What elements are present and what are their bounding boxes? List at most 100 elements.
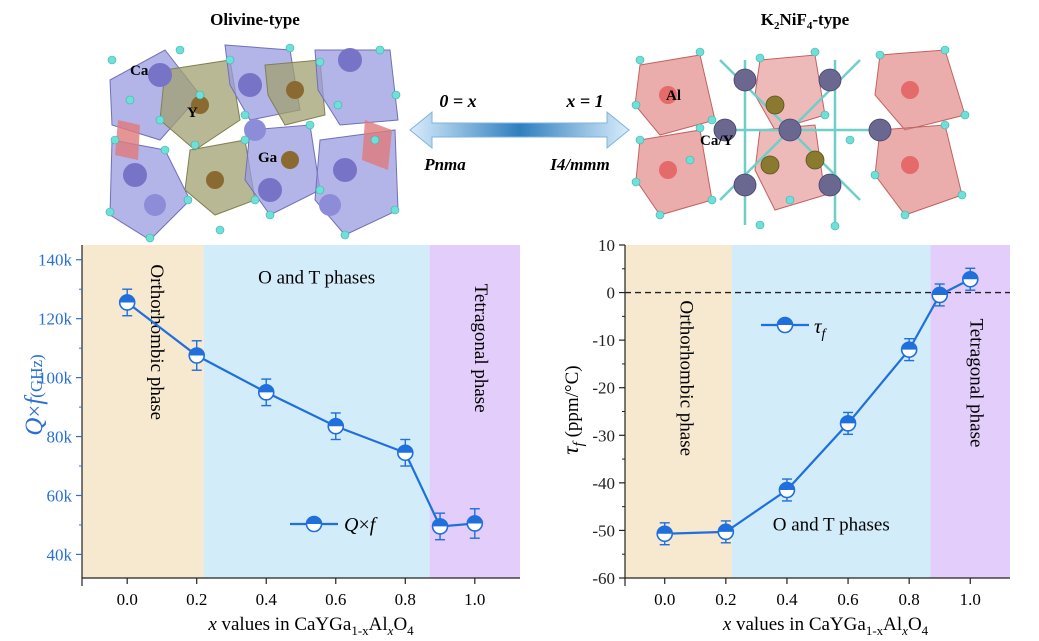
data-point [431,518,449,535]
y-axis-label: τf (ppm/°C) [558,365,587,454]
marker-fill [119,294,135,303]
phase-label: Orthorhombic phase [146,264,167,420]
atom-label-al: Al [666,88,681,104]
x-tick-label: 0.0 [654,590,675,609]
y-tick-label: -20 [592,379,615,398]
y-tick-label: 0 [607,284,616,303]
legend-sub: f [822,327,828,342]
right-title-part: NiF [780,10,807,29]
xlabel-sub: 1-x [351,623,369,638]
xlabel-text: Al [369,614,388,635]
marker-fill [397,445,413,453]
atom-label-ca-y: Ca/Y [700,133,734,149]
transition-arrow [409,110,630,150]
xlabel-sub: 4 [922,623,929,638]
x-tick-label: 1.0 [960,590,981,609]
space-group-right: I4/mmm [549,155,610,174]
xlabel-sub: x [901,623,908,638]
y-tick-label: -40 [592,474,615,493]
xlabel-text: O [393,614,407,635]
data-point [466,515,484,532]
right-title-sub: 2 [774,20,780,32]
data-point [396,444,414,462]
xlabel-text: O [908,614,922,635]
marker-fill [962,271,978,280]
xlabel-text: values in CaYGa [731,614,866,635]
qf-chart: 0.0 0.2 0.4 0.6 0.8 1.0 40k 60k 80k 100k 120k 140k O… [21,245,520,638]
k2nif4-structure-illustration [631,40,972,235]
marker-fill [657,526,673,534]
data-point [656,525,674,543]
y-tick-label: 140k [38,251,73,270]
x-tick-label: 0.2 [715,590,736,609]
phase-region [731,245,931,578]
x-tick-label: 0.8 [899,590,920,609]
data-point [327,417,345,435]
phase-region [625,245,732,578]
legend-marker [305,515,323,533]
y-tick-label: -50 [592,521,615,540]
xlabel-text: values in CaYGa [217,614,352,635]
legend-label: Q×f [344,514,378,536]
x-tick-label: 0.6 [325,590,346,609]
xlabel-sub: x [387,623,394,638]
y-tick-label: 60k [47,486,73,505]
x-tick-label: 0.0 [117,590,138,609]
ylabel-times: × [22,405,47,418]
right-title-sub: 4 [807,20,813,32]
phase-label: O and T phases [773,514,890,535]
xlabel-x: x [207,614,217,635]
legend-times: × [358,514,369,536]
data-point [931,286,949,304]
y-tick-label: -30 [592,426,615,445]
xlabel-text: Al [883,614,902,635]
marker-fill [189,348,205,356]
olivine-structure-illustration [105,40,401,243]
y-tick-label: 80k [47,428,73,447]
atom-label-ga: Ga [258,150,278,166]
tauf-chart: 0.0 0.2 0.4 0.6 0.8 1.0 -60 -50 -40 -30 -20 -10 0 10 O… [558,236,1010,638]
marker-fill [779,482,795,490]
y-tick-label: -60 [592,569,615,588]
marker-fill [328,418,344,427]
data-point [257,384,275,401]
y-tick-label: 120k [38,310,73,329]
y-axis-label: Q×f(GHz) [21,354,48,435]
marker-fill [258,384,274,393]
x-axis-label: x values in CaYGa1-xAlxO4 [722,614,929,638]
marker-fill [718,524,734,532]
xlabel-sub: 1-x [866,623,884,638]
data-point [839,415,857,432]
y-tick-label: 10 [598,236,615,255]
ylabel-unit: (GHz) [27,354,46,397]
x-axis-label: x values in CaYGa1-xAlxO4 [207,614,414,638]
x-tick-label: 0.8 [395,590,416,609]
arrow-left-label: 0 = x [439,91,476,111]
xlabel-sub: 4 [407,623,414,638]
ylabel-tau: τ [558,446,583,455]
data-point [961,270,979,288]
marker-fill [467,515,483,524]
atom-label-y: Y [187,105,198,121]
space-group-left: Pnma [423,155,466,174]
x-tick-label: 0.4 [776,590,798,609]
x-tick-label: 1.0 [464,590,485,609]
y-tick-label: 40k [47,545,73,564]
phase-region [82,245,204,578]
marker-fill [901,342,917,350]
marker-fill [777,317,793,325]
y-tick-label: 100k [38,369,73,388]
right-title-part: -type [812,10,849,29]
phase-label: O and T phases [258,267,375,288]
ylabel-q: Q [21,418,48,436]
arrow-right-label: x = 1 [565,91,603,111]
phase-label: Tetragonal phase [965,318,986,447]
data-point [188,347,206,364]
legend-tau: τ [814,314,823,338]
left-structure-title: Olivine-type [210,10,300,29]
ylabel-unit: (ppm/°C) [562,365,583,442]
marker-fill [932,287,948,295]
phase-label: Orthorhombic phase [675,300,696,456]
xlabel-x: x [722,614,732,635]
